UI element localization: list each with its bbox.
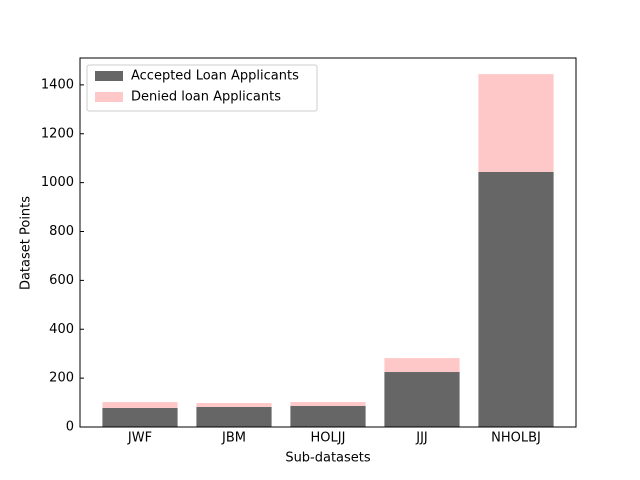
bar xyxy=(196,406,272,427)
legend-swatch xyxy=(95,92,123,102)
bar xyxy=(290,402,366,406)
x-tick-label: NHOLBJ xyxy=(491,431,541,446)
x-tick-label: JJJ xyxy=(415,431,428,446)
bar xyxy=(384,358,460,373)
legend-label: Denied loan Applicants xyxy=(131,90,281,105)
y-tick-label: 1200 xyxy=(41,126,74,141)
y-axis-label: Dataset Points xyxy=(19,196,34,290)
plot-frame xyxy=(79,57,577,428)
legend-box xyxy=(86,64,318,112)
legend-label: Accepted Loan Applicants xyxy=(131,69,299,84)
bar xyxy=(478,171,554,427)
x-tick-label: HOLJJ xyxy=(311,431,346,446)
y-tick-label: 200 xyxy=(49,371,74,386)
y-tick-label: 800 xyxy=(49,224,74,239)
y-tick-label: 600 xyxy=(49,273,74,288)
y-tick-label: 1000 xyxy=(41,175,74,190)
bar xyxy=(102,407,178,427)
bar xyxy=(290,405,366,427)
bar xyxy=(478,74,554,172)
y-tick-label: 0 xyxy=(66,420,74,435)
x-tick-label: JWF xyxy=(127,431,152,446)
y-tick-label: 1400 xyxy=(41,77,74,92)
bar xyxy=(102,402,178,408)
bar xyxy=(384,372,460,427)
y-tick-label: 400 xyxy=(49,322,74,337)
legend-swatch xyxy=(95,71,123,81)
x-tick-label: JBM xyxy=(221,431,246,446)
x-axis-label: Sub-datasets xyxy=(285,451,371,466)
bar xyxy=(196,403,272,407)
